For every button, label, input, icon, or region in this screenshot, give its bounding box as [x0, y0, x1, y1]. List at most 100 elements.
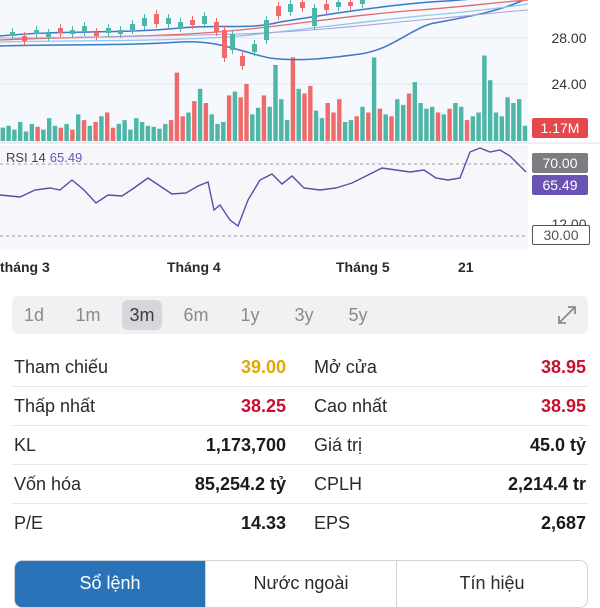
volume-bar: [52, 125, 58, 141]
volume-bar: [366, 112, 371, 141]
range-3m[interactable]: 3m: [122, 300, 162, 330]
day-label-21: 21: [458, 259, 474, 275]
candle-body: [94, 32, 99, 36]
range-5y[interactable]: 5y: [348, 305, 368, 325]
candle-body: [288, 4, 293, 12]
market-cap-value: 85,254.2 tỷ: [194, 474, 286, 494]
month-label-4: Tháng 4: [167, 259, 221, 275]
volume-bar: [342, 122, 348, 141]
tab-foreign[interactable]: Nước ngoài: [206, 561, 397, 607]
volume-bar: [325, 103, 330, 141]
volume-bar: [122, 120, 127, 141]
ma-blue-line: [0, 3, 529, 43]
volume-tag: 1.17M: [532, 118, 588, 138]
volume-bar: [435, 112, 441, 141]
candle-body: [106, 28, 111, 33]
volume-bar: [110, 127, 116, 141]
volume-value: 1,173,700: [205, 435, 286, 455]
month-label-3: tháng 3: [0, 259, 50, 275]
volume-bar: [70, 129, 75, 141]
tab-signals[interactable]: Tín hiệu: [459, 573, 525, 593]
volume-bar: [35, 126, 40, 142]
high-label: Cao nhất: [314, 396, 388, 416]
volume-bar: [401, 104, 406, 141]
volume-bar: [441, 114, 446, 141]
volume-bar: [418, 103, 423, 141]
volume-bar: [0, 127, 6, 141]
volume-bar: [308, 85, 313, 141]
volume-bar: [331, 112, 336, 141]
volume-bar: [244, 84, 249, 141]
candle-body: [324, 4, 329, 10]
volume-bar: [139, 122, 145, 141]
volume-bar: [453, 103, 458, 141]
tab-order-book[interactable]: Sổ lệnh: [15, 561, 206, 607]
volume-bar: [522, 125, 528, 141]
volume-bar: [157, 128, 162, 141]
rsi-title: RSI 14 65.49: [6, 150, 82, 165]
range-1y[interactable]: 1y: [240, 305, 260, 325]
volume-bar: [267, 106, 272, 141]
volume-bar: [476, 112, 481, 141]
eps-label: EPS: [314, 513, 351, 533]
volume-bar: [76, 114, 81, 141]
value-value: 45.0 tỷ: [529, 435, 586, 455]
candle-body: [118, 30, 123, 34]
volume-bar: [93, 122, 98, 141]
volume-bar: [464, 120, 470, 141]
value-label: Giá trị: [314, 435, 363, 455]
volume-bar: [354, 116, 359, 141]
candle-body: [46, 33, 51, 37]
range-3y[interactable]: 3y: [294, 305, 314, 325]
volume-bar: [180, 116, 185, 141]
candle-body: [240, 56, 245, 66]
volume-bar: [41, 129, 46, 141]
shares-value: 2,214.4 tr: [507, 474, 586, 494]
volume-bar: [389, 116, 394, 141]
volume-bar: [302, 93, 307, 141]
volume-bar: [232, 91, 238, 141]
volume-bar: [273, 65, 278, 141]
candle-body: [178, 22, 183, 28]
low-label: Thấp nhất: [14, 396, 96, 416]
candle-body: [154, 14, 159, 24]
low-value: 38.25: [240, 396, 286, 416]
rsi-value-tag: 65.49: [532, 175, 588, 195]
volume-bar: [99, 116, 104, 141]
volume-bar: [238, 97, 243, 141]
rsi-upper-tag: 70.00: [532, 153, 588, 173]
month-label-5: Tháng 5: [336, 259, 390, 275]
rsi-value-text: 65.49: [49, 150, 83, 165]
candle-body: [34, 30, 39, 34]
candle-body: [264, 20, 269, 40]
volume-bar: [6, 125, 11, 141]
expand-icon[interactable]: [556, 304, 578, 326]
volume-bar: [255, 107, 261, 142]
volume-bar: [197, 88, 203, 142]
bottom-tabs: Sổ lệnh Nước ngoài Tín hiệu: [14, 560, 588, 608]
volume-bar: [279, 99, 284, 141]
volume-bar: [319, 118, 325, 141]
volume-bar: [499, 116, 504, 141]
pe-label: P/E: [14, 513, 44, 533]
range-6m[interactable]: 6m: [183, 305, 209, 325]
candle-body: [70, 30, 75, 34]
volume-bar: [203, 103, 209, 141]
volume-bar: [447, 108, 452, 141]
stock-chart[interactable]: 28.00 24.00 1.17M RSI 14 65.49 70.00 65.4…: [0, 0, 600, 275]
volume-bar: [168, 120, 174, 141]
open-label: Mở cửa: [314, 357, 377, 377]
range-1m[interactable]: 1m: [75, 305, 101, 325]
range-1d[interactable]: 1d: [23, 305, 45, 325]
reference-value: 39.00: [240, 357, 286, 377]
volume-bar: [395, 99, 400, 141]
volume-bar: [58, 127, 63, 141]
chart-canvas[interactable]: [0, 0, 600, 255]
volume-bar: [209, 114, 214, 141]
volume-bar: [470, 116, 475, 141]
rsi-lower-tag: 30.00: [532, 225, 590, 245]
volume-bar: [151, 126, 156, 142]
volume-bar: [511, 103, 516, 141]
volume-bar: [430, 106, 435, 141]
volume-bar: [23, 131, 29, 141]
